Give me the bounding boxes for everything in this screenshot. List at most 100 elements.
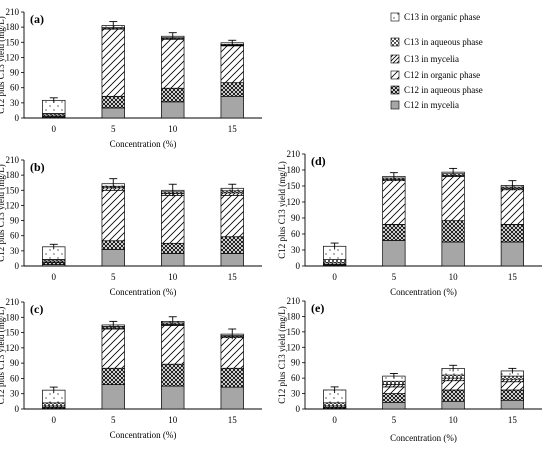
y-tick-label: 0	[296, 404, 301, 414]
bar-segment	[382, 240, 406, 267]
y-axis-title: C12 plus C13 yield (mg/L)	[277, 161, 287, 259]
bar-segment	[161, 38, 185, 89]
bar-segment	[101, 189, 125, 242]
y-tick-label: 60	[291, 373, 301, 383]
bar-segment	[382, 383, 406, 388]
y-axis-title: C12 plus C13 yield (mg/L)	[0, 307, 6, 405]
y-axis-title: C12 plus C13 yield (mg/L)	[277, 306, 287, 404]
x-tick-label: 5	[111, 272, 116, 282]
y-tick-label: 30	[10, 389, 20, 399]
bar-segment	[101, 95, 125, 109]
y-tick-label: 60	[10, 373, 20, 383]
x-tick-label: 5	[111, 124, 116, 134]
legend-swatch	[390, 85, 400, 95]
bar-segment	[441, 377, 465, 382]
y-axis-title: C12 plus C13 yield (mg/L)	[0, 164, 6, 262]
bar-segment	[382, 380, 406, 385]
bar-segment	[161, 194, 185, 244]
y-tick-label: 90	[10, 216, 20, 226]
y-tick-label: 90	[10, 68, 20, 78]
y-tick-label: 150	[6, 328, 20, 338]
y-tick-label: 180	[287, 311, 301, 321]
x-tick-label: 0	[52, 415, 57, 425]
y-tick-label: 60	[10, 83, 20, 93]
legend-swatch	[390, 37, 400, 47]
chart-panel: 0 30 60 90 120 150 180 210 0 5 10 15 (c) Concentratio…	[0, 297, 262, 440]
y-tick-label: 0	[15, 261, 20, 271]
y-tick-label: 120	[6, 52, 20, 62]
bar-segment	[382, 386, 406, 394]
bar-segment	[441, 220, 465, 243]
x-tick-label: 10	[168, 272, 178, 282]
bar-segment	[441, 389, 465, 402]
bar-segment	[220, 236, 244, 254]
bar-segment	[101, 248, 125, 267]
bar-segment	[220, 386, 244, 410]
bar-segment	[42, 402, 66, 407]
legend-item: C13 in mycelia	[390, 54, 459, 64]
x-axis-title: Concentration (%)	[110, 287, 177, 297]
bar-segment	[161, 101, 185, 119]
bar-segment	[441, 176, 465, 222]
bar-segment	[220, 337, 244, 369]
y-tick-label: 180	[6, 22, 20, 32]
y-tick-label: 120	[6, 343, 20, 353]
x-axis-title: Concentration (%)	[390, 433, 457, 443]
bar-segment	[220, 367, 244, 388]
y-tick-label: 150	[287, 181, 301, 191]
y-tick-label: 30	[10, 98, 20, 108]
x-axis-title: Concentration (%)	[390, 287, 457, 297]
bar-segment	[500, 399, 524, 410]
legend-label: C12 in organic phase	[404, 70, 480, 80]
y-tick-label: 120	[6, 200, 20, 210]
bar-segment	[101, 107, 125, 119]
chart-legend: C13 in organic phase C13 in aqueous phas…	[390, 12, 483, 110]
legend-label: C13 in organic phase	[404, 12, 480, 22]
x-axis-title: Concentration (%)	[110, 430, 177, 440]
bar-segment	[161, 87, 185, 103]
bar-segment	[500, 189, 524, 225]
x-axis-title: Concentration (%)	[110, 139, 177, 149]
bar-segment	[101, 367, 125, 385]
x-tick-label: 10	[449, 272, 459, 282]
y-tick-label: 150	[6, 185, 20, 195]
chart-panel: 0 30 60 90 120 150 180 210 0 5 10 15 (e) Concentratio…	[277, 296, 542, 443]
panel-label: (a)	[30, 12, 44, 26]
legend-swatch	[390, 100, 400, 110]
panel-label: (b)	[30, 160, 45, 174]
bar-segment	[500, 241, 524, 267]
legend-swatch	[390, 70, 400, 80]
x-tick-label: 15	[228, 124, 238, 134]
x-tick-label: 5	[392, 272, 397, 282]
y-tick-label: 90	[291, 358, 301, 368]
bar-segment	[161, 385, 185, 410]
bar-segment	[382, 393, 406, 403]
y-tick-label: 210	[287, 296, 301, 306]
x-tick-label: 15	[508, 272, 518, 282]
x-tick-label: 10	[168, 124, 178, 134]
bar-segment	[323, 402, 347, 407]
x-tick-label: 15	[508, 415, 518, 425]
x-tick-label: 5	[111, 415, 116, 425]
bar-segment	[382, 401, 406, 410]
legend-item: C12 in aqueous phase	[390, 85, 483, 95]
legend-label: C13 in aqueous phase	[404, 37, 483, 47]
panel-label: (d)	[311, 154, 326, 168]
x-tick-label: 5	[392, 415, 397, 425]
x-tick-label: 10	[168, 415, 178, 425]
y-tick-label: 30	[10, 246, 20, 256]
y-tick-label: 210	[287, 149, 301, 159]
y-axis-title: C12 plus C13 yield (mg/L)	[0, 16, 6, 114]
bar-segment	[101, 240, 125, 250]
panel-label: (e)	[311, 301, 324, 315]
panel-label: (c)	[30, 302, 43, 316]
y-tick-label: 210	[6, 297, 20, 307]
bar-segment	[382, 180, 406, 225]
legend-item: C13 in organic phase	[390, 12, 480, 22]
y-tick-label: 30	[291, 389, 301, 399]
bar-segment	[500, 378, 524, 383]
x-tick-label: 0	[332, 415, 337, 425]
y-tick-label: 60	[291, 229, 301, 239]
bar-segment	[161, 253, 185, 267]
